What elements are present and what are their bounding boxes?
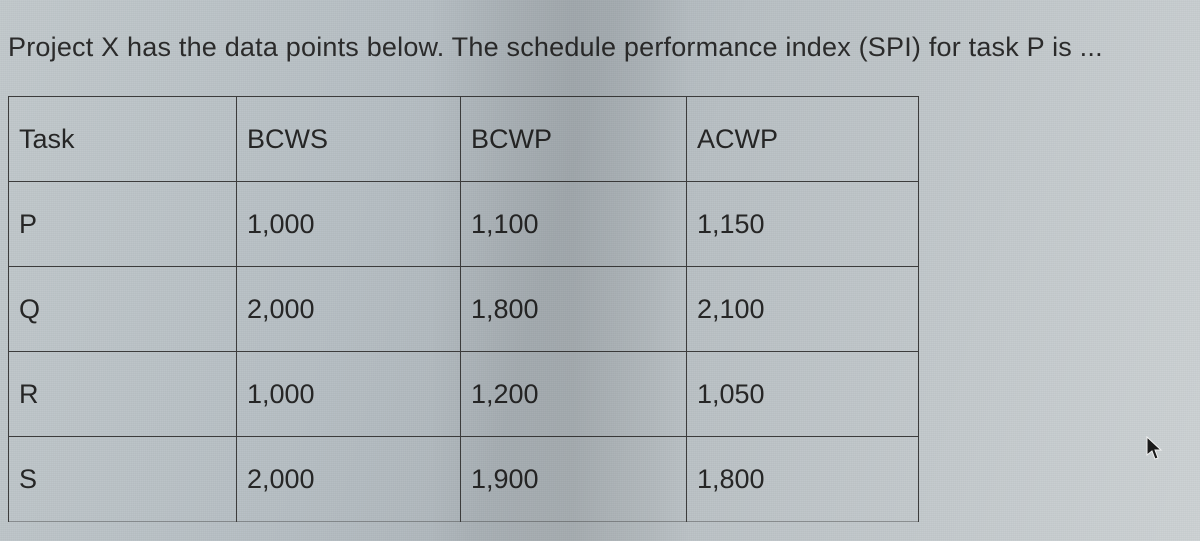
table-header-row: Task BCWS BCWP ACWP	[9, 97, 919, 182]
col-header-label: BCWP	[461, 124, 686, 155]
cell-value: 1,800	[687, 464, 918, 495]
cell-bcwp: 1,100	[461, 182, 687, 267]
cell-bcws: 1,000	[237, 182, 461, 267]
cell-value: R	[9, 379, 236, 410]
cell-task: P	[9, 182, 237, 267]
data-table: Task BCWS BCWP ACWP P 1,000 1,100 1,150 …	[8, 96, 919, 522]
cell-bcwp: 1,900	[461, 437, 687, 522]
cell-bcws: 2,000	[237, 437, 461, 522]
cell-value: 2,000	[237, 464, 460, 495]
cell-value: 1,900	[461, 464, 686, 495]
table-row: S 2,000 1,900 1,800	[9, 437, 919, 522]
col-header-bcwp: BCWP	[461, 97, 687, 182]
cell-value: 2,100	[687, 294, 918, 325]
cell-value: 1,200	[461, 379, 686, 410]
cell-value: 1,000	[237, 379, 460, 410]
cell-acwp: 1,050	[687, 352, 919, 437]
cell-acwp: 1,800	[687, 437, 919, 522]
cursor-icon	[1146, 436, 1164, 462]
cell-value: S	[9, 464, 236, 495]
table-row: R 1,000 1,200 1,050	[9, 352, 919, 437]
cell-value: 1,100	[461, 209, 686, 240]
cell-value: 1,050	[687, 379, 918, 410]
table-row: Q 2,000 1,800 2,100	[9, 267, 919, 352]
col-header-label: BCWS	[237, 124, 460, 155]
col-header-label: Task	[9, 124, 236, 155]
cell-bcws: 2,000	[237, 267, 461, 352]
table-row: P 1,000 1,100 1,150	[9, 182, 919, 267]
cell-value: 1,800	[461, 294, 686, 325]
cell-value: 1,150	[687, 209, 918, 240]
question-text: Project X has the data points below. The…	[8, 32, 1103, 63]
cell-value: Q	[9, 294, 236, 325]
col-header-label: ACWP	[687, 124, 918, 155]
col-header-task: Task	[9, 97, 237, 182]
page-surface: Project X has the data points below. The…	[0, 0, 1200, 541]
cell-bcws: 1,000	[237, 352, 461, 437]
col-header-acwp: ACWP	[687, 97, 919, 182]
cell-task: R	[9, 352, 237, 437]
cell-value: P	[9, 209, 236, 240]
cell-bcwp: 1,200	[461, 352, 687, 437]
cell-bcwp: 1,800	[461, 267, 687, 352]
cell-acwp: 1,150	[687, 182, 919, 267]
cell-value: 1,000	[237, 209, 460, 240]
cell-acwp: 2,100	[687, 267, 919, 352]
cell-task: S	[9, 437, 237, 522]
cell-task: Q	[9, 267, 237, 352]
cell-value: 2,000	[237, 294, 460, 325]
col-header-bcws: BCWS	[237, 97, 461, 182]
